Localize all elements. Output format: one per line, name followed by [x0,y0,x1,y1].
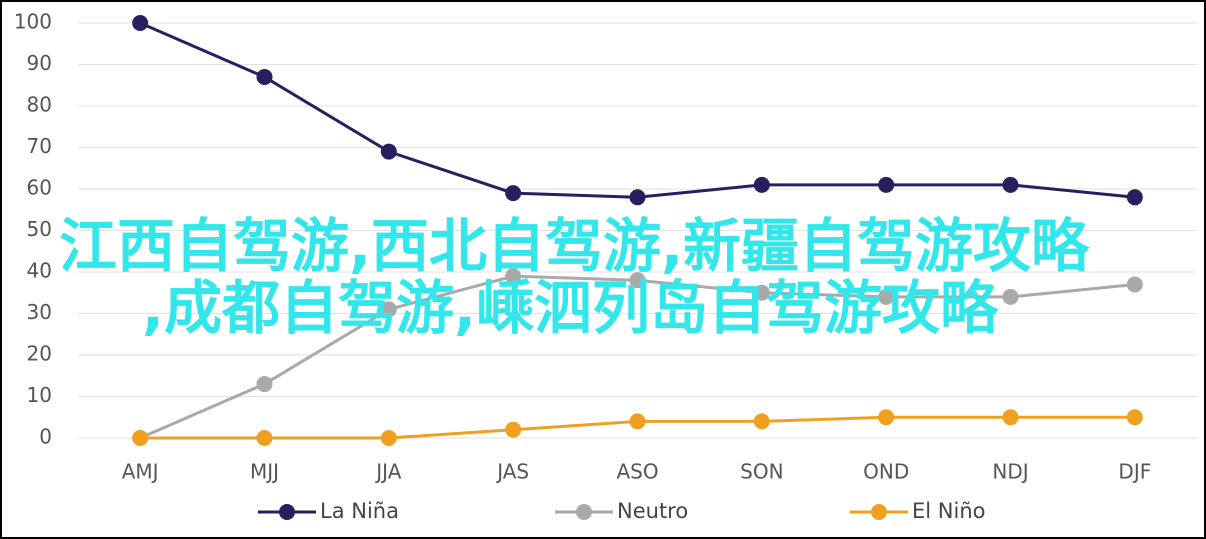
y-tick-label: 30 [27,300,52,324]
data-point [256,68,273,85]
x-tick-label: SON [740,460,783,484]
y-tick-label: 100 [14,10,52,34]
legend-label: El Niño [912,499,985,523]
legend-label: La Niña [320,499,399,523]
data-point [256,430,273,446]
data-point [753,284,770,301]
x-tick-label: DJF [1118,460,1151,484]
y-tick-label: 80 [27,93,52,117]
overlay-text: 江西自驾游,西北自驾游,新疆自驾游攻略 [59,212,1090,280]
data-point [380,430,397,446]
legend-marker [279,504,295,520]
x-tick-label: ASO [616,460,658,484]
data-point [629,272,646,289]
x-tick-label: NDJ [992,460,1028,484]
data-point [132,15,149,31]
legend-marker [871,504,887,520]
legend-label: Neutro [617,499,688,523]
data-point [380,143,397,160]
data-point [1002,176,1019,193]
data-point [1126,189,1143,206]
data-point [1002,409,1019,426]
y-tick-label: 40 [27,259,52,283]
y-tick-label: 60 [27,176,52,200]
data-point [878,288,895,305]
y-tick-label: 20 [27,342,52,366]
data-point [380,301,397,318]
data-point [505,421,522,438]
data-point [1126,276,1143,293]
data-point [1002,288,1019,305]
data-point [753,176,770,193]
data-point [878,409,895,426]
x-tick-label: AMJ [122,460,159,484]
data-point [753,413,770,430]
y-tick-label: 50 [27,217,52,241]
y-tick-label: 0 [39,425,52,449]
data-point [256,376,273,393]
data-point [505,185,522,202]
y-tick-label: 70 [27,134,52,158]
data-point [629,413,646,430]
data-point [878,176,895,193]
x-tick-label: JAS [495,460,529,484]
series-line [139,21,1135,199]
legend-marker [576,504,592,520]
x-tick-label: JJA [374,460,401,484]
x-tick-label: OND [863,460,909,484]
data-point [505,268,522,285]
x-tick-label: MJJ [250,460,279,484]
data-point [629,189,646,206]
y-tick-label: 10 [27,383,52,407]
data-point [132,430,149,446]
overlay-text: ,成都自驾游,嵊泗列岛自驾游攻略 [142,274,999,342]
y-tick-label: 90 [27,51,52,75]
data-point [1126,409,1143,426]
